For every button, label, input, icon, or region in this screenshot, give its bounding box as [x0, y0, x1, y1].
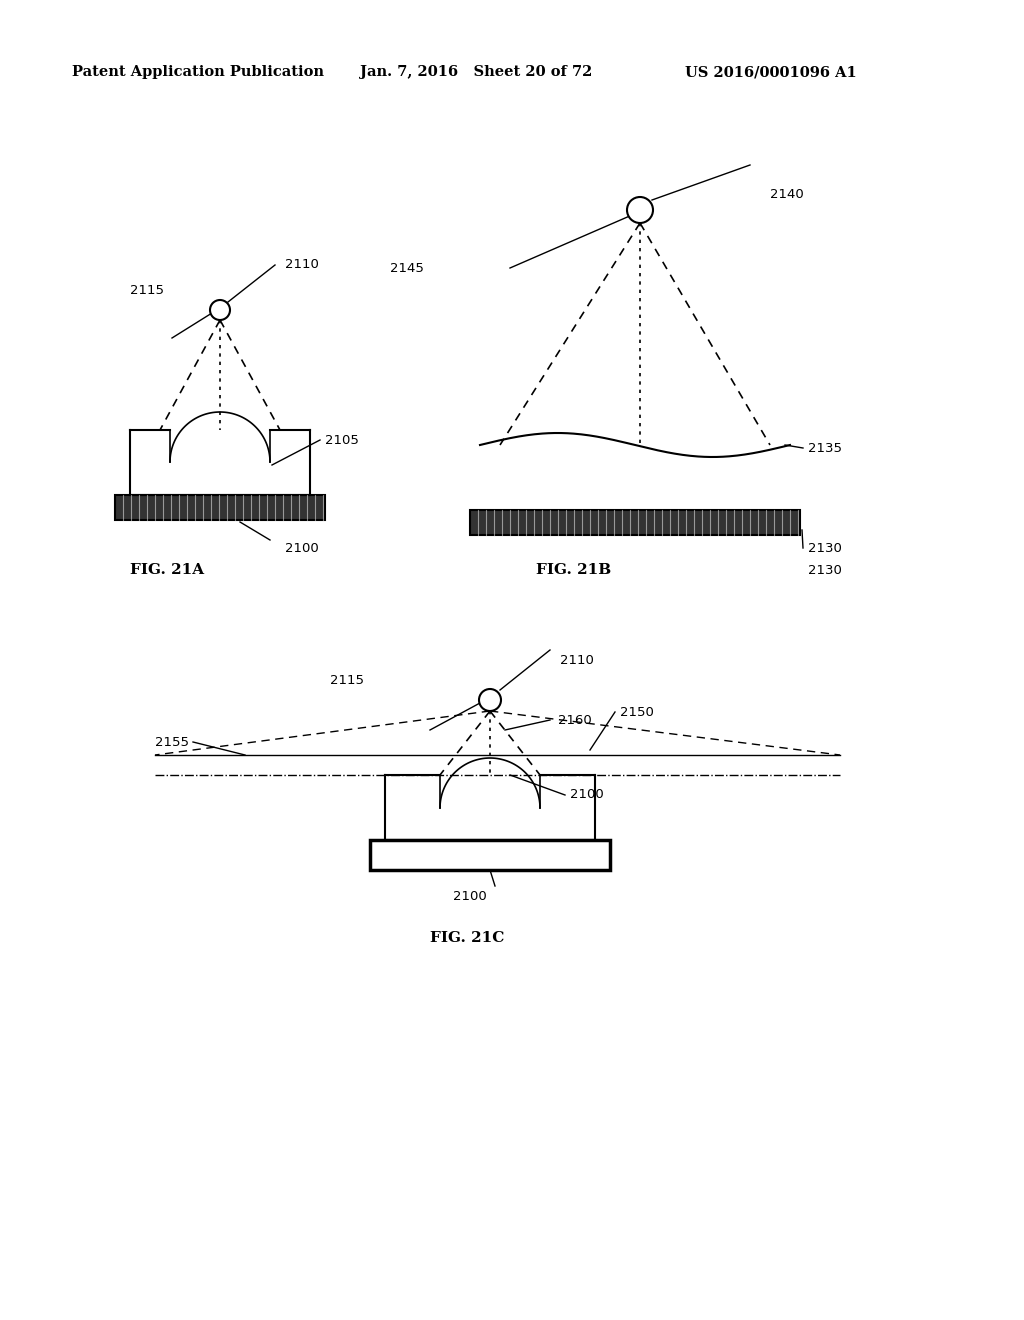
- Text: 2135: 2135: [808, 441, 842, 454]
- Text: 2130: 2130: [808, 564, 842, 577]
- Text: 2160: 2160: [558, 714, 592, 726]
- Bar: [115, 495, 325, 520]
- Text: Patent Application Publication: Patent Application Publication: [72, 65, 324, 79]
- Text: US 2016/0001096 A1: US 2016/0001096 A1: [685, 65, 857, 79]
- Bar: [470, 510, 800, 535]
- Text: 2100: 2100: [285, 541, 318, 554]
- Text: 2140: 2140: [770, 189, 804, 202]
- Text: 2130: 2130: [808, 541, 842, 554]
- Circle shape: [479, 689, 501, 711]
- Text: 2150: 2150: [620, 705, 654, 718]
- Text: 2145: 2145: [390, 261, 424, 275]
- Text: FIG. 21B: FIG. 21B: [536, 564, 611, 577]
- Text: 2105: 2105: [325, 433, 358, 446]
- Bar: [370, 840, 610, 870]
- Text: 2100: 2100: [453, 890, 486, 903]
- Text: Jan. 7, 2016   Sheet 20 of 72: Jan. 7, 2016 Sheet 20 of 72: [360, 65, 592, 79]
- Text: FIG. 21A: FIG. 21A: [130, 564, 204, 577]
- Circle shape: [210, 300, 230, 319]
- Text: 2115: 2115: [330, 673, 364, 686]
- Text: FIG. 21C: FIG. 21C: [430, 931, 505, 945]
- Text: 2115: 2115: [130, 284, 164, 297]
- Text: 2110: 2110: [285, 259, 318, 272]
- Text: 2100: 2100: [570, 788, 604, 801]
- Bar: [370, 840, 610, 870]
- Circle shape: [627, 197, 653, 223]
- Text: 2155: 2155: [155, 735, 189, 748]
- Text: 2110: 2110: [560, 653, 594, 667]
